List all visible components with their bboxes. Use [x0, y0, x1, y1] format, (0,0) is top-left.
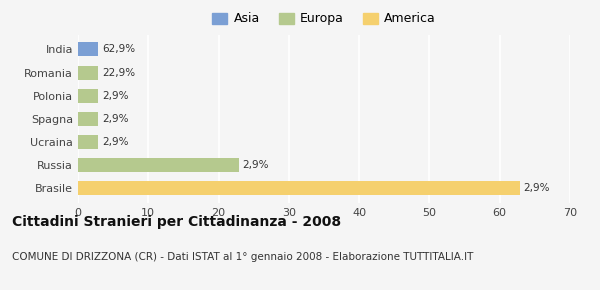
Text: 2,9%: 2,9%	[102, 91, 128, 101]
Bar	[78, 42, 98, 56]
Bar	[78, 182, 520, 195]
Text: 2,9%: 2,9%	[524, 183, 550, 193]
Text: 2,9%: 2,9%	[102, 114, 128, 124]
Text: 62,9%: 62,9%	[102, 44, 135, 55]
Bar	[78, 135, 98, 149]
Bar	[78, 112, 98, 126]
Bar	[78, 66, 98, 79]
Bar	[78, 158, 239, 172]
Text: 2,9%: 2,9%	[102, 137, 128, 147]
Text: 2,9%: 2,9%	[242, 160, 269, 170]
Text: COMUNE DI DRIZZONA (CR) - Dati ISTAT al 1° gennaio 2008 - Elaborazione TUTTITALI: COMUNE DI DRIZZONA (CR) - Dati ISTAT al …	[12, 252, 473, 262]
Legend: Asia, Europa, America: Asia, Europa, America	[208, 8, 440, 30]
Text: 22,9%: 22,9%	[102, 68, 135, 77]
Text: Cittadini Stranieri per Cittadinanza - 2008: Cittadini Stranieri per Cittadinanza - 2…	[12, 215, 341, 229]
Bar	[78, 89, 98, 103]
